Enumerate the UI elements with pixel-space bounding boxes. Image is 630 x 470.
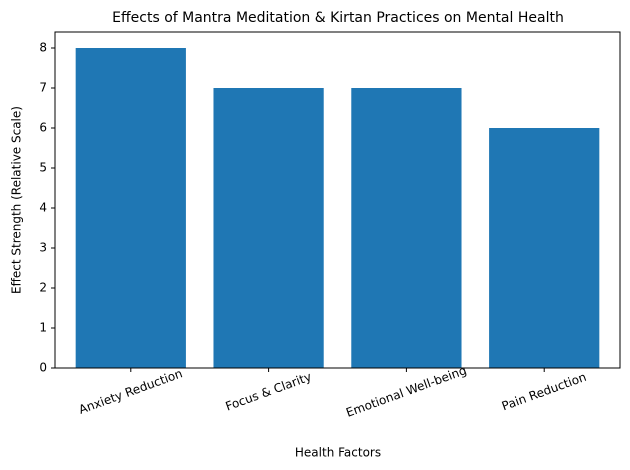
y-tick-label: 6 [39,121,47,135]
y-tick-label: 1 [39,321,47,335]
y-tick-label: 5 [39,161,47,175]
y-tick-label: 8 [39,41,47,55]
y-tick-label: 0 [39,361,47,375]
bar [213,88,324,368]
x-tick-label: Pain Reduction [500,370,588,414]
y-tick-label: 3 [39,241,47,255]
y-tick-label: 4 [39,201,47,215]
chart-title: Effects of Mantra Meditation & Kirtan Pr… [112,10,564,26]
y-axis-label: Effect Strength (Relative Scale) [10,106,24,294]
x-axis-label: Health Factors [295,446,381,460]
bar [489,128,600,368]
x-tick-label: Focus & Clarity [224,369,314,413]
plot-frame [54,31,621,369]
y-tick-label: 7 [39,81,47,95]
x-tick-label: Anxiety Reduction [77,366,184,417]
y-tick-label: 2 [39,281,47,295]
bar [351,88,462,368]
bar [75,48,186,368]
